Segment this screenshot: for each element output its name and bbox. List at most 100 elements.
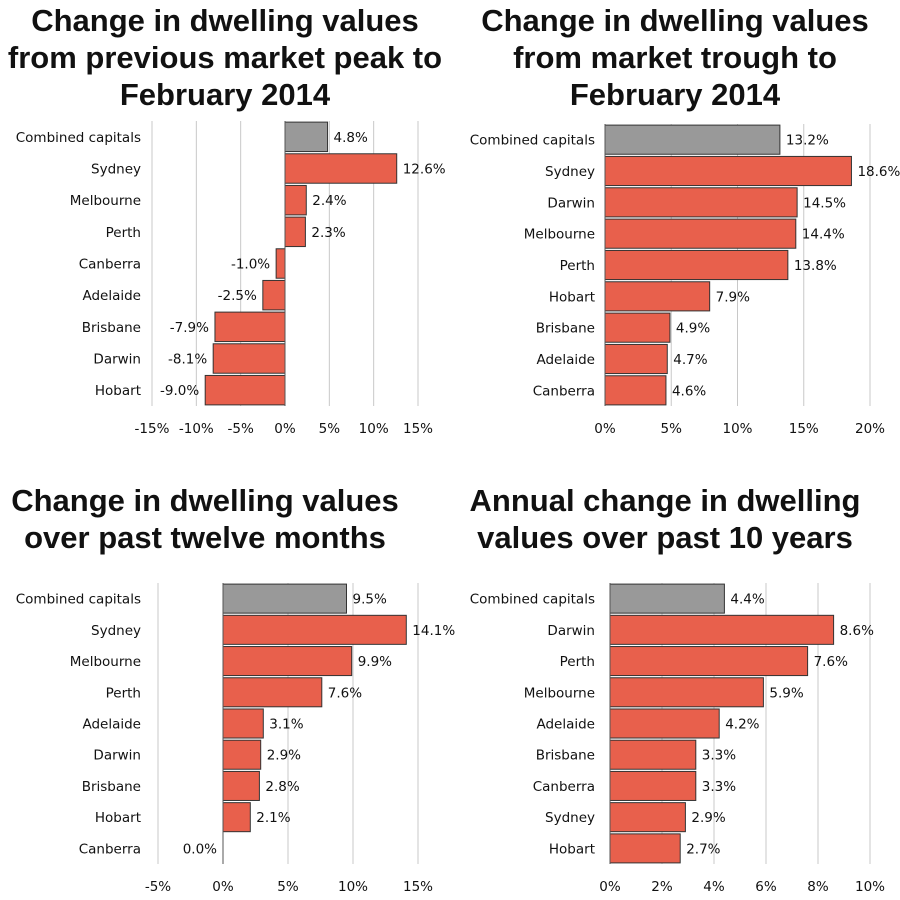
bar: [222, 583, 347, 614]
data-label: 0.0%: [183, 841, 217, 857]
data-label: 4.2%: [725, 717, 759, 733]
category-label: Perth: [106, 225, 141, 241]
data-label: 7.6%: [814, 654, 848, 670]
bar: [604, 343, 668, 375]
bar-chart-twelve-months: -5% 0% 5% 10% 15% Combined capitals 9.5% Sydney…: [16, 583, 455, 895]
category-label: Darwin: [93, 748, 141, 764]
category-label: Adelaide: [82, 717, 141, 733]
data-label: 4.9%: [676, 321, 710, 337]
chart-title: Change in dwelling values from previous …: [7, 3, 443, 112]
category-label: Perth: [560, 258, 595, 274]
bar: [604, 187, 798, 218]
bar: [222, 739, 262, 770]
data-label: 4.7%: [673, 352, 707, 368]
chart-panel-twelve-months: Change in dwelling values over past twel…: [0, 450, 455, 900]
x-tick-label: 2%: [651, 879, 673, 895]
category-label: Canberra: [79, 841, 141, 857]
data-label: 4.4%: [730, 592, 764, 608]
x-tick-label: 15%: [789, 421, 819, 437]
bar: [609, 802, 686, 833]
bar: [222, 614, 407, 645]
data-label: 13.8%: [794, 258, 837, 274]
data-label: 3.3%: [702, 748, 736, 764]
data-label: 3.1%: [269, 717, 303, 733]
bar: [609, 739, 697, 770]
x-tick-label: 10%: [722, 421, 752, 437]
category-label: Darwin: [547, 623, 595, 639]
category-label: Canberra: [79, 257, 141, 273]
bar: [604, 249, 789, 281]
bar: [284, 216, 306, 248]
data-label: 4.8%: [334, 130, 368, 146]
x-tick-label: -10%: [179, 421, 214, 437]
data-label: 12.6%: [403, 162, 446, 178]
chart-title: Change in dwelling values from market tr…: [481, 3, 869, 112]
bar: [284, 184, 307, 216]
x-tick-label: 0%: [594, 421, 616, 437]
category-label: Sydney: [545, 164, 595, 180]
x-tick-label: 8%: [807, 879, 829, 895]
x-tick-label: -5%: [145, 879, 171, 895]
category-label: Perth: [106, 685, 141, 701]
data-label: 2.4%: [312, 193, 346, 209]
data-label: 5.9%: [769, 685, 803, 701]
data-label: 13.2%: [786, 133, 829, 149]
data-label: 2.8%: [265, 779, 299, 795]
bar: [222, 802, 251, 833]
category-label: Perth: [560, 654, 595, 670]
category-label: Adelaide: [536, 352, 595, 368]
data-label: 14.4%: [802, 227, 845, 243]
bar: [204, 374, 286, 406]
category-label: Sydney: [91, 162, 141, 178]
bar-chart-trough: 0% 5% 10% 15% 20% Combined capitals 13.2% Sydne…: [470, 124, 900, 437]
chart-title: Change in dwelling values over past twel…: [11, 483, 399, 555]
bar: [604, 218, 797, 249]
category-label: Brisbane: [82, 779, 141, 795]
data-label: -7.9%: [170, 320, 209, 336]
category-label: Canberra: [533, 779, 595, 795]
category-label: Hobart: [95, 383, 141, 399]
data-label: -2.5%: [218, 288, 257, 304]
data-label: 2.7%: [686, 841, 720, 857]
bar: [275, 248, 286, 279]
category-label: Brisbane: [536, 748, 595, 764]
x-tick-label: 5%: [661, 421, 683, 437]
x-tick-label: -5%: [228, 421, 254, 437]
bar: [222, 646, 353, 677]
data-label: 4.6%: [672, 383, 706, 399]
bar: [212, 343, 286, 374]
bar-chart-peak: -15% -10% -5% 0% 5% 10% 15% Combined capitals 4.…: [16, 121, 446, 437]
bar: [222, 708, 264, 739]
bar: [609, 708, 720, 739]
x-tick-label: 0%: [274, 421, 296, 437]
bar: [609, 833, 681, 864]
x-tick-label: 10%: [338, 879, 368, 895]
x-tick-label: 5%: [319, 421, 341, 437]
category-label: Adelaide: [536, 717, 595, 733]
bar: [609, 583, 725, 614]
bar: [604, 281, 711, 312]
category-label: Hobart: [95, 810, 141, 826]
x-tick-label: 6%: [755, 879, 777, 895]
category-label: Melbourne: [70, 654, 141, 670]
data-label: 2.1%: [256, 810, 290, 826]
data-label: 9.5%: [353, 592, 387, 608]
bar: [222, 677, 323, 708]
category-label: Sydney: [91, 623, 141, 639]
x-tick-label: 0%: [212, 879, 234, 895]
data-label: 2.3%: [311, 225, 345, 241]
chart-panel-peak: Change in dwelling values from previous …: [0, 0, 450, 450]
bar: [609, 770, 697, 801]
category-label: Melbourne: [70, 193, 141, 209]
bar-chart-ten-years: 0% 2% 4% 6% 8% 10% Combined capitals 4.4% Darwin…: [470, 583, 885, 895]
x-tick-label: 0%: [599, 879, 621, 895]
chart-panel-ten-years: Annual change in dwelling values over pa…: [450, 450, 900, 900]
bar: [604, 124, 781, 155]
category-label: Melbourne: [524, 685, 595, 701]
data-label: 18.6%: [857, 164, 900, 180]
category-label: Combined capitals: [16, 130, 141, 146]
data-label: 9.9%: [358, 654, 392, 670]
category-label: Darwin: [93, 352, 141, 368]
bar: [214, 311, 286, 343]
chart-title: Annual change in dwelling values over pa…: [469, 483, 861, 555]
